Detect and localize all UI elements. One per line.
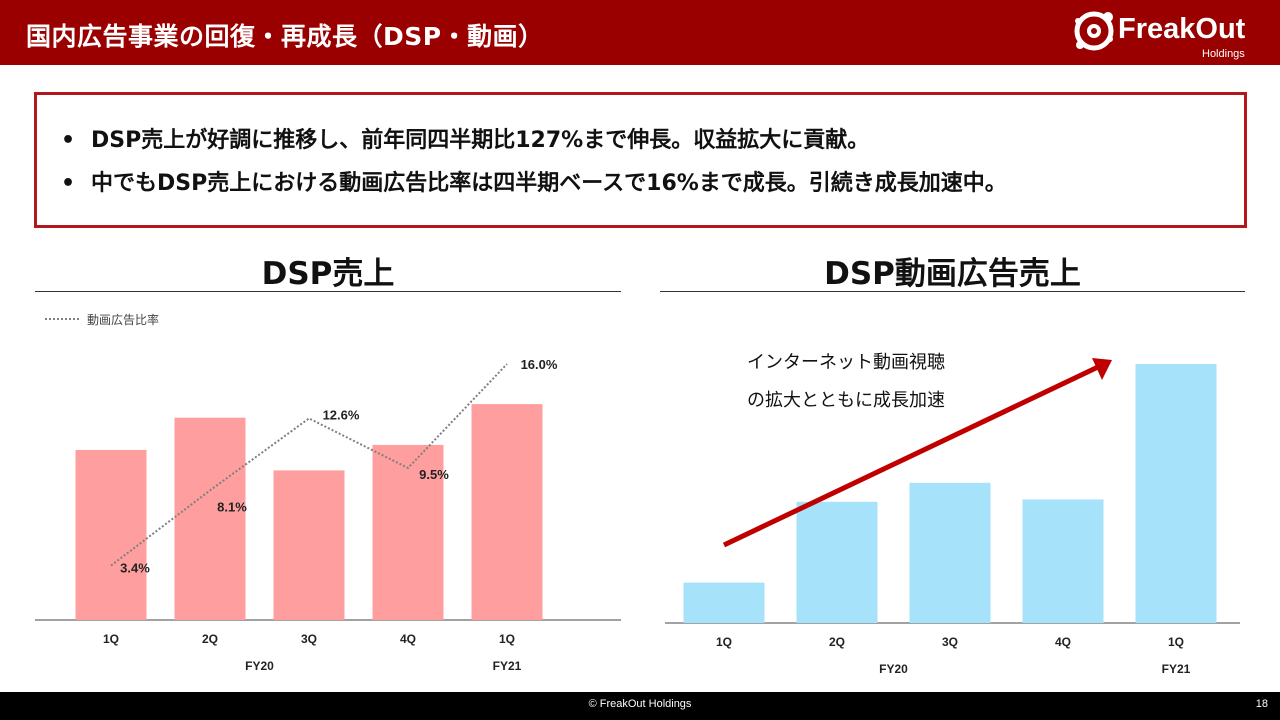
dsp-sales-chart: 3.4% 8.1% 12.6% 9.5% 16.0% 動画広告比率 1Q 2Q 3Q 4Q 1Q FY… — [35, 312, 621, 673]
x-group-label: FY20 — [245, 659, 274, 673]
sales-bar — [372, 444, 444, 620]
x-tick-label: 2Q — [829, 635, 845, 649]
bullet-dot: • — [61, 128, 76, 153]
video-sales-bar — [1022, 499, 1104, 623]
freakout-logo: FreakOut Holdings — [1072, 6, 1262, 62]
x-tick-label: 1Q — [499, 632, 515, 646]
x-tick-label: 1Q — [103, 632, 119, 646]
annotation-text: インターネット動画視聴 — [747, 352, 945, 372]
sales-bar — [471, 404, 543, 620]
title-divider — [660, 291, 1245, 292]
x-tick-label: 3Q — [942, 635, 958, 649]
page-number: 18 — [1255, 698, 1268, 710]
x-group-label: FY20 — [879, 662, 908, 676]
ratio-data-label: 12.6% — [323, 407, 360, 422]
dsp-sales-chart-title: DSP売上 — [261, 256, 395, 292]
sales-bar — [75, 450, 147, 620]
x-tick-label: 1Q — [716, 635, 732, 649]
title-divider — [35, 291, 621, 292]
footer-bar: © FreakOut Holdings 18 — [0, 692, 1280, 720]
summary-box: • DSP売上が好調に推移し、前年同四半期比127%まで伸長。収益拡大に貢献。 •… — [34, 92, 1247, 228]
x-tick-label: 3Q — [301, 632, 317, 646]
legend-label: 動画広告比率 — [87, 312, 159, 327]
logo-wordmark: FreakOut — [1118, 13, 1246, 45]
header-bar: 国内広告事業の回復・再成長（DSP・動画） FreakOut Holdings — [0, 0, 1280, 65]
ratio-data-label: 16.0% — [521, 357, 558, 372]
logo-mark-icon — [1074, 11, 1114, 51]
video-ratio-line — [110, 363, 508, 567]
sales-bar — [174, 417, 246, 620]
x-tick-label: 2Q — [202, 632, 218, 646]
x-group-label: FY21 — [493, 659, 522, 673]
video-sales-bar — [683, 582, 765, 623]
summary-bullet: • 中でもDSP売上における動画広告比率は四半期ベースで16%まで成長。引続き成長… — [61, 165, 1007, 197]
logo-subtitle: Holdings — [1202, 48, 1245, 60]
growth-arrow-head — [1092, 358, 1112, 380]
ratio-data-label: 8.1% — [217, 499, 247, 514]
x-tick-label: 4Q — [1055, 635, 1071, 649]
ratio-data-label: 3.4% — [120, 561, 150, 576]
dsp-video-sales-chart-title: DSP動画広告売上 — [824, 256, 1081, 292]
video-sales-bar — [796, 501, 878, 623]
bullet-text: DSP売上が好調に推移し、前年同四半期比127%まで伸長。収益拡大に貢献。 — [91, 128, 870, 153]
video-sales-bar — [909, 482, 991, 623]
page-title: 国内広告事業の回復・再成長（DSP・動画） — [26, 22, 544, 51]
x-tick-label: 1Q — [1168, 635, 1184, 649]
bullet-text: 中でもDSP売上における動画広告比率は四半期ベースで16%まで成長。引続き成長加… — [91, 171, 1007, 196]
video-sales-bar — [1135, 364, 1217, 623]
bullet-dot: • — [61, 171, 76, 196]
copyright-text: © FreakOut Holdings — [588, 698, 692, 710]
annotation-text: の拡大とともに成長加速 — [747, 390, 945, 410]
x-tick-label: 4Q — [400, 632, 416, 646]
ratio-data-label: 9.5% — [419, 467, 449, 482]
sales-bar — [273, 470, 345, 620]
x-group-label: FY21 — [1162, 662, 1191, 676]
summary-bullet: • DSP売上が好調に推移し、前年同四半期比127%まで伸長。収益拡大に貢献。 — [61, 122, 869, 154]
growth-arrow-shaft — [722, 364, 1100, 548]
